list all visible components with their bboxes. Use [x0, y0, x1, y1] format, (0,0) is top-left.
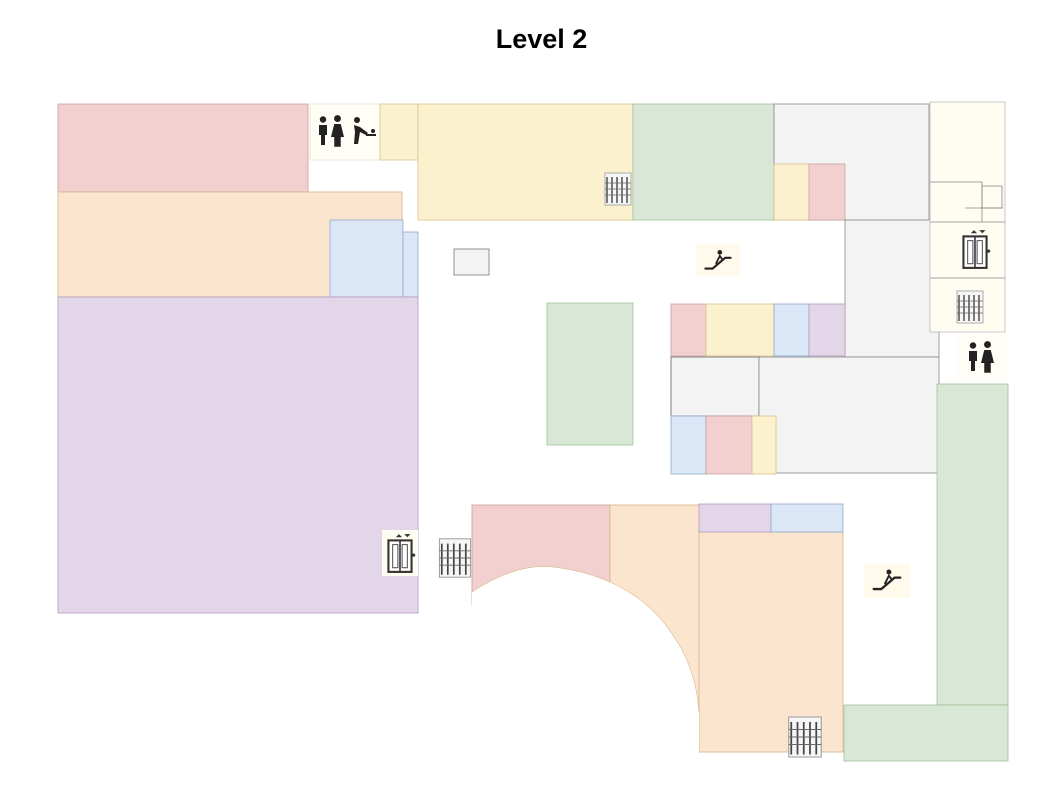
kiosk-gray[interactable] — [453, 248, 490, 276]
map-title: Level 2 — [495, 24, 588, 54]
elevator-icon[interactable] — [952, 226, 998, 272]
escalator-icon[interactable] — [438, 537, 472, 579]
escalator-sign-icon[interactable] — [696, 244, 740, 276]
shop-purple-south[interactable] — [698, 503, 772, 533]
restroom-icon[interactable] — [958, 334, 1008, 380]
shop-green-north[interactable] — [632, 103, 775, 221]
shop-yellow-north-small[interactable] — [379, 103, 419, 161]
escalator-icon[interactable] — [787, 715, 823, 759]
anchor-purple-west[interactable] — [57, 296, 419, 614]
shop-yellow-center-low[interactable] — [751, 415, 777, 475]
shop-blue-south[interactable] — [770, 503, 844, 533]
elevator-icon[interactable] — [382, 530, 418, 576]
corridor-gray-center-left — [670, 356, 760, 417]
shop-blue-center-low[interactable] — [670, 415, 707, 475]
restroom-icon[interactable] — [312, 108, 348, 152]
shop-blue-center[interactable] — [773, 303, 810, 357]
shop-orange-southeast[interactable] — [698, 531, 844, 753]
escalator-icon[interactable] — [604, 172, 632, 206]
shop-blue-west[interactable] — [329, 219, 404, 298]
kiosk-green-center[interactable] — [546, 302, 634, 446]
shop-yellow-north[interactable] — [417, 103, 634, 221]
service-core-lines — [930, 181, 1005, 279]
shop-red-northwest[interactable] — [57, 103, 309, 193]
shop-yellow-center[interactable] — [705, 303, 775, 357]
corridor-gray-center-right — [758, 356, 940, 474]
plaza-curve-cutout — [470, 566, 699, 790]
shop-purple-center[interactable] — [808, 303, 846, 357]
escalator-sign-icon[interactable] — [864, 564, 910, 598]
shop-red-center[interactable] — [670, 303, 707, 357]
corridor-gray-east — [844, 219, 940, 358]
shop-green-southeast[interactable] — [843, 704, 1009, 762]
shop-yellow-northeast[interactable] — [773, 163, 810, 221]
escalator-icon[interactable] — [956, 290, 984, 324]
shop-green-east[interactable] — [936, 383, 1009, 706]
shop-red-northeast[interactable] — [808, 163, 846, 221]
plaza-curve-edge — [471, 566, 700, 713]
shop-red-center-low[interactable] — [705, 415, 753, 475]
shop-blue-west-small[interactable] — [402, 231, 419, 298]
